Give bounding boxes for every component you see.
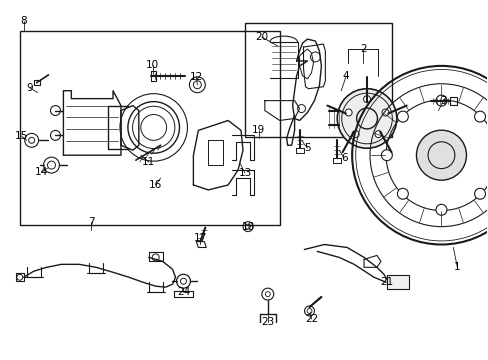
Text: 20: 20	[255, 32, 268, 42]
Circle shape	[435, 204, 446, 215]
Text: 7: 7	[88, 217, 94, 227]
Text: 12: 12	[189, 72, 203, 82]
Bar	[386, 275, 408, 289]
Text: 3: 3	[439, 96, 446, 105]
Circle shape	[381, 150, 391, 161]
Circle shape	[474, 111, 485, 122]
Text: 4: 4	[342, 71, 349, 81]
Text: 9: 9	[26, 83, 33, 93]
Text: 13: 13	[238, 168, 251, 178]
Circle shape	[416, 130, 466, 180]
Text: 5: 5	[304, 143, 310, 153]
Text: 8: 8	[20, 16, 27, 26]
Circle shape	[337, 89, 396, 148]
Circle shape	[363, 96, 370, 103]
Text: 19: 19	[252, 125, 265, 135]
Text: 18: 18	[241, 222, 254, 231]
Circle shape	[397, 188, 407, 199]
Text: 24: 24	[177, 287, 190, 297]
Circle shape	[474, 188, 485, 199]
Text: 22: 22	[304, 314, 318, 324]
Circle shape	[351, 131, 358, 138]
Text: 2: 2	[359, 44, 366, 54]
Bar	[20, 31, 279, 225]
Text: 11: 11	[142, 157, 155, 167]
Text: 6: 6	[340, 153, 347, 163]
Circle shape	[397, 111, 407, 122]
Text: 16: 16	[149, 180, 162, 190]
Text: 1: 1	[453, 262, 460, 272]
Bar	[244, 23, 391, 137]
Circle shape	[435, 95, 446, 106]
Text: 21: 21	[380, 277, 393, 287]
Circle shape	[374, 131, 381, 138]
Circle shape	[381, 109, 388, 116]
Text: 15: 15	[15, 131, 28, 141]
Circle shape	[345, 109, 351, 116]
Text: 17: 17	[193, 233, 206, 243]
Text: 23: 23	[261, 317, 274, 327]
Text: 14: 14	[35, 167, 48, 177]
Text: 10: 10	[146, 60, 159, 70]
